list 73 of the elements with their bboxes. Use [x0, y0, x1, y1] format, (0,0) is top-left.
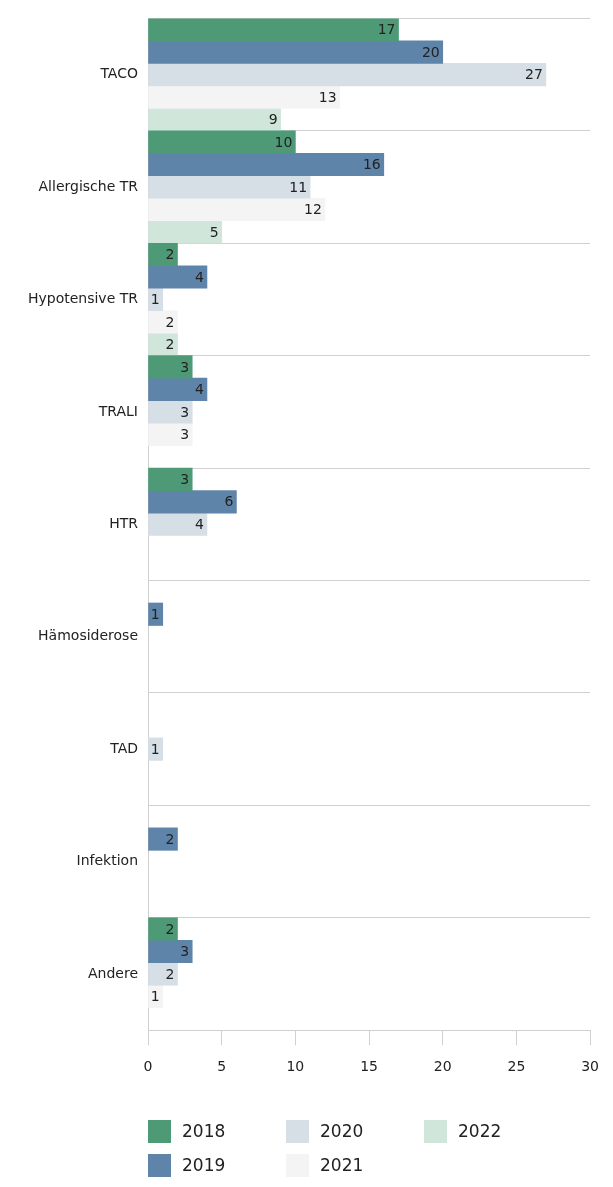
bar — [148, 962, 178, 986]
bar — [148, 400, 193, 424]
data-label: 5 — [209, 223, 219, 240]
data-label: 2 — [165, 830, 175, 847]
bar — [148, 917, 178, 941]
data-label: 13 — [318, 88, 337, 105]
bar — [148, 220, 223, 244]
y-tick-label: HTR — [109, 514, 139, 531]
bar — [148, 939, 193, 964]
data-label: 6 — [224, 493, 234, 510]
data-label: 3 — [180, 426, 190, 442]
y-tick-label: Andere — [87, 964, 138, 981]
bar — [148, 85, 340, 109]
data-label: 4 — [195, 268, 205, 285]
data-label: 17 — [377, 21, 396, 38]
bar — [148, 197, 326, 222]
data-label: 4 — [195, 515, 205, 532]
bar — [148, 152, 385, 177]
data-label: 3 — [180, 943, 190, 960]
data-label: 2 — [165, 336, 175, 353]
bar — [148, 827, 178, 851]
bar — [148, 467, 193, 491]
y-tick-label: TACO — [99, 65, 138, 82]
data-label: 9 — [268, 111, 278, 128]
data-label: 3 — [180, 358, 190, 375]
data-label: 2 — [165, 313, 175, 330]
bar — [148, 310, 178, 334]
data-label: 4 — [195, 381, 205, 398]
y-tick-label: Hypotensive TR — [27, 290, 139, 307]
data-label: 1 — [150, 988, 160, 1005]
x-tick-label: 30 — [581, 1058, 600, 1075]
data-label: 27 — [525, 66, 543, 83]
bar — [148, 130, 296, 154]
legend-label: 2018 — [182, 1121, 226, 1141]
data-label: 3 — [180, 470, 190, 487]
y-tick-label: Allergische TR — [38, 177, 139, 194]
x-tick-label: 10 — [286, 1058, 305, 1075]
bar — [148, 18, 399, 42]
bar — [148, 490, 237, 514]
x-tick-label: 25 — [507, 1058, 526, 1075]
legend-label: 2021 — [320, 1155, 364, 1175]
data-label: 12 — [304, 201, 322, 218]
data-label: 2 — [165, 965, 175, 982]
bar — [148, 40, 444, 64]
legend-label: 2019 — [182, 1155, 226, 1175]
data-label: 1 — [150, 740, 160, 757]
legend-label: 2022 — [458, 1121, 502, 1141]
x-tick-label: 5 — [217, 1058, 227, 1075]
bar — [148, 242, 178, 267]
data-label: 1 — [150, 291, 160, 308]
data-label: 11 — [289, 178, 308, 195]
y-tick-label: Infektion — [76, 852, 138, 869]
legend-label: 2020 — [320, 1121, 364, 1141]
data-label: 2 — [165, 246, 175, 263]
bar — [148, 355, 193, 379]
bar — [148, 377, 208, 401]
data-label: 3 — [180, 403, 190, 420]
data-label: 2 — [165, 920, 175, 937]
x-tick-label: 15 — [360, 1058, 378, 1075]
bar — [148, 175, 311, 199]
y-tick-label: Hämosiderose — [38, 627, 138, 644]
bar — [148, 265, 208, 289]
data-label: 20 — [421, 43, 440, 60]
y-tick-label: TAD — [109, 739, 138, 756]
data-label: 1 — [150, 605, 160, 622]
bar — [148, 422, 193, 446]
data-label: 16 — [362, 156, 381, 173]
bar — [148, 512, 208, 536]
bar — [148, 63, 547, 87]
x-tick-label: 0 — [143, 1058, 153, 1075]
data-label: 10 — [274, 133, 293, 150]
x-tick-label: 20 — [433, 1058, 452, 1075]
y-tick-label: TRALI — [97, 402, 138, 419]
